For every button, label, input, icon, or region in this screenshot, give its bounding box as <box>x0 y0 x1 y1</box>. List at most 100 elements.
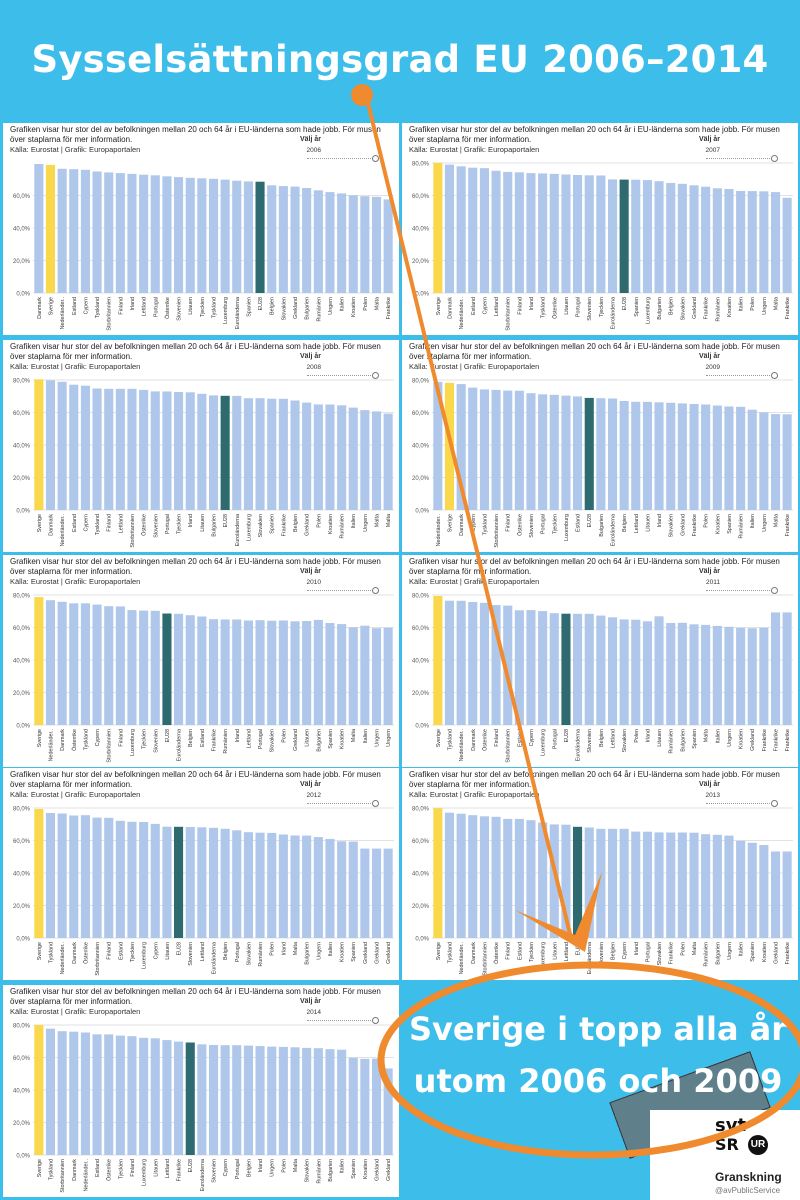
bar[interactable] <box>573 175 583 293</box>
bar[interactable] <box>712 625 722 725</box>
bar[interactable] <box>139 389 149 510</box>
bar[interactable] <box>197 393 207 510</box>
bar[interactable] <box>313 837 323 938</box>
bar[interactable] <box>360 1058 370 1155</box>
bar[interactable] <box>104 388 114 510</box>
bar[interactable] <box>278 398 288 510</box>
bar[interactable] <box>92 604 102 725</box>
bar[interactable] <box>278 834 288 939</box>
year-slider-handle[interactable] <box>771 587 778 594</box>
bar[interactable] <box>34 597 44 725</box>
bar[interactable] <box>372 1058 382 1155</box>
bar[interactable] <box>162 391 172 511</box>
bar[interactable] <box>325 623 335 725</box>
bar[interactable] <box>337 405 347 510</box>
bar[interactable] <box>573 613 583 725</box>
year-slider-track[interactable] <box>307 375 377 376</box>
bar[interactable] <box>325 1049 335 1155</box>
bar[interactable] <box>127 173 137 293</box>
bar[interactable] <box>290 835 300 939</box>
bar[interactable] <box>782 414 792 510</box>
bar[interactable] <box>45 164 55 293</box>
bar[interactable] <box>325 192 335 293</box>
bar[interactable] <box>771 851 781 939</box>
bar[interactable] <box>701 834 711 938</box>
bar[interactable] <box>232 180 242 293</box>
bar[interactable] <box>677 622 687 725</box>
bar[interactable] <box>115 606 125 725</box>
bar[interactable] <box>45 380 55 510</box>
bar[interactable] <box>538 822 548 939</box>
bar[interactable] <box>444 812 454 938</box>
bar[interactable] <box>677 832 687 939</box>
bar[interactable] <box>185 392 195 510</box>
bar[interactable] <box>491 389 501 510</box>
bar[interactable] <box>596 398 606 510</box>
bar[interactable] <box>514 390 524 510</box>
bar[interactable] <box>209 395 219 510</box>
bar[interactable] <box>514 818 524 938</box>
bar[interactable] <box>220 179 230 293</box>
bar[interactable] <box>150 823 160 938</box>
bar[interactable] <box>127 388 137 510</box>
bar[interactable] <box>747 842 757 938</box>
year-slider-track[interactable] <box>307 590 377 591</box>
bar[interactable] <box>631 619 641 725</box>
bar[interactable] <box>255 620 265 725</box>
bar[interactable] <box>337 193 347 293</box>
bar[interactable] <box>360 625 370 725</box>
bar[interactable] <box>267 832 277 938</box>
bar[interactable] <box>34 379 44 510</box>
bar[interactable] <box>654 616 664 725</box>
bar[interactable] <box>771 192 781 293</box>
bar[interactable] <box>561 824 571 938</box>
bar[interactable] <box>372 411 382 510</box>
bar[interactable] <box>57 813 67 939</box>
bar[interactable] <box>360 196 370 293</box>
bar[interactable] <box>456 813 466 938</box>
bar[interactable] <box>724 626 734 725</box>
bar[interactable] <box>232 619 242 726</box>
bar[interactable] <box>80 1032 90 1156</box>
bar[interactable] <box>584 397 594 510</box>
bar[interactable] <box>701 624 711 725</box>
bar[interactable] <box>538 394 548 510</box>
bar[interactable] <box>45 1028 55 1155</box>
bar[interactable] <box>573 396 583 510</box>
bar[interactable] <box>689 404 699 510</box>
bar[interactable] <box>736 840 746 938</box>
year-slider-track[interactable] <box>706 590 776 591</box>
year-slider-handle[interactable] <box>771 372 778 379</box>
bar[interactable] <box>174 826 184 938</box>
bar[interactable] <box>209 827 219 938</box>
bar[interactable] <box>348 407 358 510</box>
bar[interactable] <box>115 173 125 293</box>
bar[interactable] <box>503 171 513 293</box>
bar[interactable] <box>185 615 195 725</box>
bar[interactable] <box>503 390 513 510</box>
bar[interactable] <box>596 175 606 294</box>
bar[interactable] <box>92 1034 102 1155</box>
bar[interactable] <box>666 623 676 725</box>
bar[interactable] <box>383 1068 393 1155</box>
bar[interactable] <box>724 406 734 511</box>
bar[interactable] <box>302 188 312 293</box>
year-slider-track[interactable] <box>307 803 377 804</box>
bar[interactable] <box>433 162 443 293</box>
bar[interactable] <box>561 395 571 510</box>
bar[interactable] <box>127 610 137 725</box>
bar[interactable] <box>491 816 501 938</box>
bar[interactable] <box>302 621 312 725</box>
bar[interactable] <box>57 168 67 293</box>
bar[interactable] <box>759 845 769 938</box>
bar[interactable] <box>538 173 548 293</box>
bar[interactable] <box>278 1046 288 1155</box>
bar[interactable] <box>456 600 466 725</box>
bar[interactable] <box>433 808 443 938</box>
bar[interactable] <box>255 398 265 510</box>
bar[interactable] <box>573 826 583 938</box>
bar[interactable] <box>243 1045 253 1155</box>
bar[interactable] <box>197 827 207 938</box>
bar[interactable] <box>619 828 629 938</box>
bar[interactable] <box>139 174 149 293</box>
